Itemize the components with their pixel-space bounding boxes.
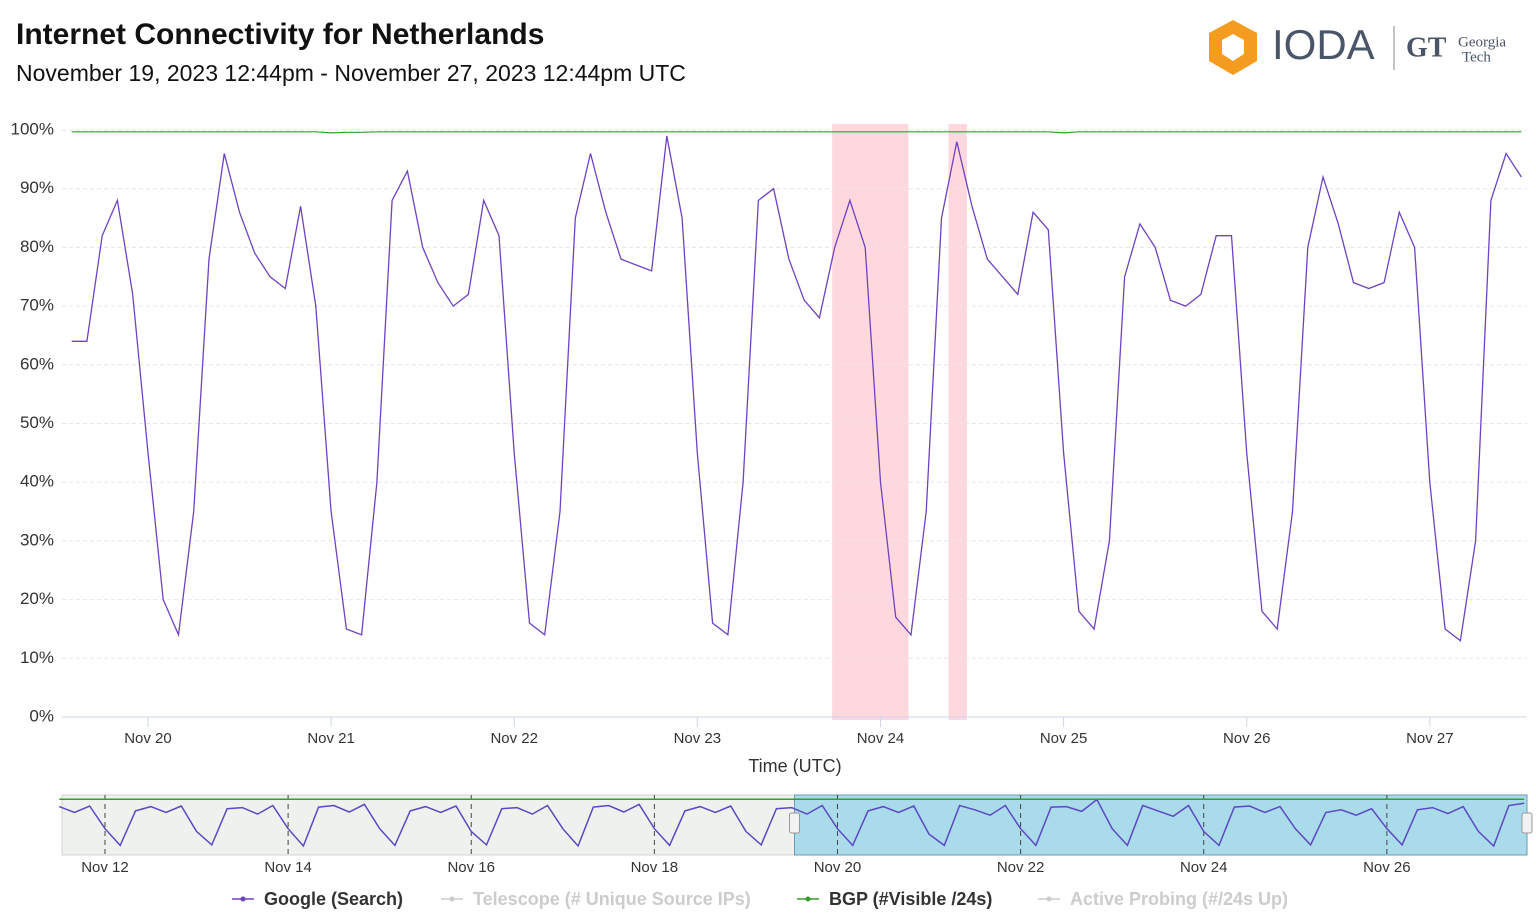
x-tick-label: Nov 24 xyxy=(857,730,905,747)
legend-label: Active Probing (#/24s Up) xyxy=(1070,889,1288,909)
y-tick-label: 0% xyxy=(29,706,54,725)
navigator-tick-label: Nov 20 xyxy=(814,859,862,876)
series-line xyxy=(58,798,1525,848)
x-tick-label: Nov 26 xyxy=(1223,730,1271,747)
legend-item[interactable]: Active Probing (#/24s Up) xyxy=(1038,889,1288,909)
navigator-tick-label: Nov 22 xyxy=(997,859,1045,876)
ioda-logo: IODA GT Georgia Tech xyxy=(1209,20,1506,75)
y-tick-label: 100% xyxy=(11,119,54,138)
navigator-tick-label: Nov 18 xyxy=(631,859,679,876)
y-tick-label: 90% xyxy=(20,178,54,197)
legend-symbol xyxy=(240,896,246,902)
navigator-tick-label: Nov 26 xyxy=(1363,859,1411,876)
navigator-handle[interactable] xyxy=(789,812,800,834)
partner-name: Tech xyxy=(1462,49,1491,65)
chart-subtitle: November 19, 2023 12:44pm - November 27,… xyxy=(16,60,686,86)
logo-text: IODA xyxy=(1272,21,1375,68)
partner-name: Georgia xyxy=(1458,34,1506,50)
legend-item[interactable]: Google (Search) xyxy=(232,889,403,909)
alert-band xyxy=(948,124,967,720)
chart-area: 0% 10% 20% 30% 40% 50% 60% 70% 80% 90% 100% Nov 20 N… xyxy=(11,119,1533,909)
x-tick-label: Nov 21 xyxy=(307,730,355,747)
y-tick-label: 80% xyxy=(20,237,54,256)
alert-band xyxy=(832,124,909,720)
y-tick-label: 10% xyxy=(20,648,54,667)
partner-mark: GT xyxy=(1406,32,1447,63)
x-tick-label: Nov 22 xyxy=(490,730,538,747)
series-line xyxy=(71,131,1522,134)
navigator-tick-label: Nov 14 xyxy=(264,859,312,876)
legend-item[interactable]: BGP (#Visible /24s) xyxy=(797,889,992,909)
legend-label: Google (Search) xyxy=(264,889,403,909)
y-tick-label: 70% xyxy=(20,296,54,315)
x-tick-label: Nov 20 xyxy=(124,730,172,747)
legend-symbol xyxy=(805,896,811,902)
chart-title: Internet Connectivity for Netherlands xyxy=(16,18,544,51)
x-tick-label: Nov 25 xyxy=(1040,730,1088,747)
y-tick-label: 40% xyxy=(20,472,54,491)
navigator-handle[interactable] xyxy=(1521,812,1533,834)
series-line xyxy=(71,135,1522,642)
y-tick-label: 60% xyxy=(20,354,54,373)
x-tick-label: Nov 27 xyxy=(1406,730,1454,747)
navigator-tick-label: Nov 16 xyxy=(447,859,495,876)
legend-label: BGP (#Visible /24s) xyxy=(829,889,992,909)
legend-symbol xyxy=(449,896,455,902)
navigator-selection xyxy=(794,794,1528,856)
legend-label: Telescope (# Unique Source IPs) xyxy=(473,889,751,909)
logo-hexagon-inner xyxy=(1222,34,1244,61)
x-tick-label: Nov 23 xyxy=(674,730,722,747)
y-tick-label: 20% xyxy=(20,589,54,608)
navigator-tick-label: Nov 12 xyxy=(81,859,129,876)
y-tick-label: 30% xyxy=(20,530,54,549)
navigator-tick-label: Nov 24 xyxy=(1180,859,1228,876)
legend-symbol xyxy=(1046,896,1052,902)
y-tick-label: 50% xyxy=(20,413,54,432)
legend-item[interactable]: Telescope (# Unique Source IPs) xyxy=(441,889,751,909)
x-axis-label: Time (UTC) xyxy=(748,756,841,776)
